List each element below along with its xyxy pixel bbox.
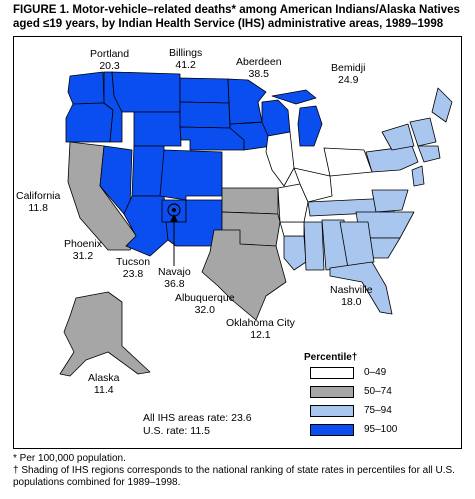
label-navajo: Navajo 36.8 (158, 266, 191, 290)
figure-title: FIGURE 1. Motor-vehicle–related deaths* … (13, 4, 460, 30)
us-rate: U.S. rate: 11.5 (143, 425, 210, 437)
label-phoenix: Phoenix 31.2 (64, 238, 102, 262)
legend-label: 0–49 (364, 367, 387, 378)
label-tucson: Tucson 23.8 (116, 256, 151, 280)
state-indiana-kentucky (293, 167, 333, 203)
map-frame (13, 36, 462, 449)
region-billings (111, 71, 182, 147)
region-northeast (365, 87, 453, 187)
region-nashville (283, 189, 415, 315)
legend-title: Percentile† (304, 352, 358, 363)
rates-block: All IHS areas rate: 23.6 U.S. rate: 11.5 (143, 412, 252, 438)
state-ohio-pennsylvania (323, 147, 373, 177)
region-phoenix (99, 145, 165, 215)
label-oklahoma-city: Oklahoma City 12.1 (226, 317, 295, 341)
label-bemidji: Bemidji 24.9 (331, 62, 366, 86)
legend: Percentile† 0–49 50–74 75–94 95–100 (304, 352, 414, 439)
label-albuquerque: Albuquerque 32.0 (175, 292, 235, 316)
region-aberdeen (179, 77, 273, 151)
label-billings: Billings 41.2 (169, 47, 203, 71)
legend-swatch (310, 424, 354, 436)
footnote-dagger: † Shading of IHS regions corresponds to … (13, 465, 455, 488)
state-illinois (265, 131, 295, 187)
label-alaska: Alaska 11.4 (88, 372, 120, 396)
region-alaska (59, 291, 151, 377)
legend-swatch (310, 405, 354, 417)
footnote-star: * Per 100,000 population. (13, 453, 126, 464)
legend-item: 95–100 (304, 422, 414, 439)
state-missouri (277, 183, 309, 223)
state-arkansas (279, 221, 305, 237)
label-nashville: Nashville 18.0 (330, 284, 373, 308)
legend-item: 0–49 (304, 365, 414, 382)
legend-item: 50–74 (304, 384, 414, 401)
region-tucson (123, 195, 169, 257)
region-albuquerque (159, 149, 223, 247)
all-ihs-rate: All IHS areas rate: 23.6 (143, 412, 252, 424)
legend-label: 50–74 (364, 386, 392, 397)
label-california: California 11.8 (16, 190, 61, 214)
region-oklahoma-city (201, 187, 287, 321)
legend-label: 75–94 (364, 405, 392, 416)
footnotes: * Per 100,000 population. † Shading of I… (13, 453, 468, 489)
label-portland: Portland 20.3 (90, 48, 130, 72)
legend-label: 95–100 (364, 424, 398, 435)
legend-swatch (310, 367, 354, 379)
label-aberdeen: Aberdeen 38.5 (236, 56, 282, 80)
legend-item: 75–94 (304, 403, 414, 420)
legend-swatch (310, 386, 354, 398)
region-bemidji (227, 78, 323, 147)
